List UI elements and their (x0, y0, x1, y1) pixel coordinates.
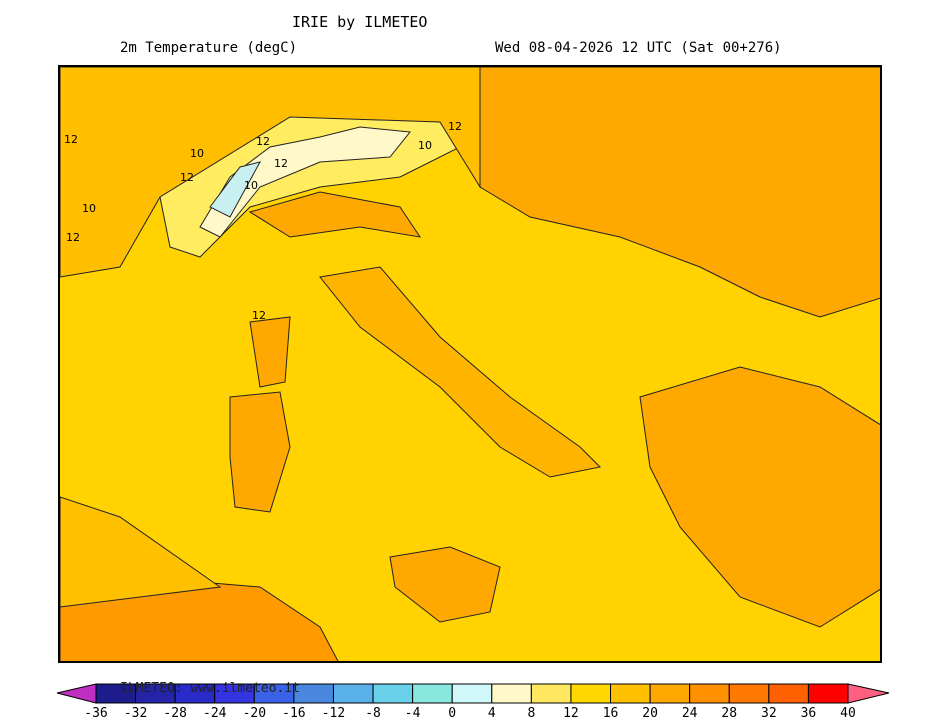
map-title: IRIE by ILMETEO (292, 13, 428, 31)
colorbar-watermark: ILMETEO: www.ilmeteo.it (120, 681, 301, 696)
colorbar-swatch (610, 683, 651, 704)
colorbar-swatch (768, 683, 809, 704)
italy-peninsula (319, 266, 602, 478)
colorbar-tick: 16 (602, 706, 619, 721)
west-land (60, 67, 481, 278)
contour-label: 12 (66, 231, 80, 244)
valid-time: Wed 08-04-2026 12 UTC (Sat 00+276) (495, 40, 782, 56)
colorbar-tick: 0 (448, 706, 457, 721)
sicily (389, 546, 501, 623)
colorbar-swatch (332, 683, 374, 704)
contour-label: 12 (64, 133, 78, 146)
colorbar-swatch (491, 683, 532, 704)
colorbar-tick: 32 (761, 706, 777, 721)
colorbar-swatch (728, 683, 770, 704)
colorbar-tick: -32 (123, 706, 148, 721)
contour-label: 10 (244, 179, 258, 192)
colorbar-tick: -16 (282, 706, 306, 721)
colorbar-tick: -20 (242, 706, 267, 721)
temperature-map: 12 10 12 12 10 12 10 12 10 12 12 (58, 65, 882, 663)
alpine-cold (199, 126, 411, 238)
colorbar-tick: 8 (527, 706, 536, 721)
colorbar-over-arrow (847, 683, 890, 704)
contour-label: 10 (190, 147, 204, 160)
colorbar-swatch (412, 683, 453, 704)
contour-label: 10 (418, 139, 432, 152)
colorbar-tick: -8 (365, 706, 381, 721)
colorbar-tick: 28 (721, 706, 738, 721)
contour-label: 12 (180, 171, 194, 184)
colorbar-swatch (807, 683, 849, 704)
variable-label: 2m Temperature (degC) (120, 40, 298, 56)
colorbar-tick: -28 (163, 706, 187, 721)
colorbar-swatch (530, 683, 572, 704)
colorbar-tick: 24 (681, 706, 698, 721)
po-valley (248, 191, 422, 238)
colorbar-swatch (689, 683, 730, 704)
colorbar-swatch (649, 683, 691, 704)
contour-label: 12 (448, 120, 462, 133)
colorbar-tick: 12 (563, 706, 579, 721)
africa-coast (60, 496, 222, 608)
alpine-coldest (209, 161, 261, 218)
contour-label: 12 (274, 157, 288, 170)
contour-label: 10 (82, 202, 96, 215)
map-field: 12 10 12 12 10 12 10 12 10 12 12 (60, 67, 880, 661)
contour-label: 12 (256, 135, 270, 148)
colorbar-tick: -12 (321, 706, 346, 721)
colorbar-tick: 40 (840, 706, 856, 721)
colorbar-swatch (372, 683, 414, 704)
colorbar-tick: 4 (487, 706, 496, 721)
greece (639, 366, 880, 628)
colorbar-tick: -36 (84, 706, 108, 721)
contour-label: 12 (252, 309, 266, 322)
colorbar-tick: -4 (404, 706, 421, 721)
sardinia (229, 391, 291, 513)
colorbar-swatch (570, 683, 612, 704)
colorbar-swatch (451, 683, 493, 704)
colorbar-under-arrow (56, 683, 97, 704)
colorbar-tick: 20 (642, 706, 658, 721)
colorbar (56, 683, 890, 704)
colorbar-tick: 36 (800, 706, 817, 721)
warm-region-balkans (479, 67, 880, 318)
colorbar-tick: -24 (202, 706, 227, 721)
corsica (249, 316, 291, 388)
